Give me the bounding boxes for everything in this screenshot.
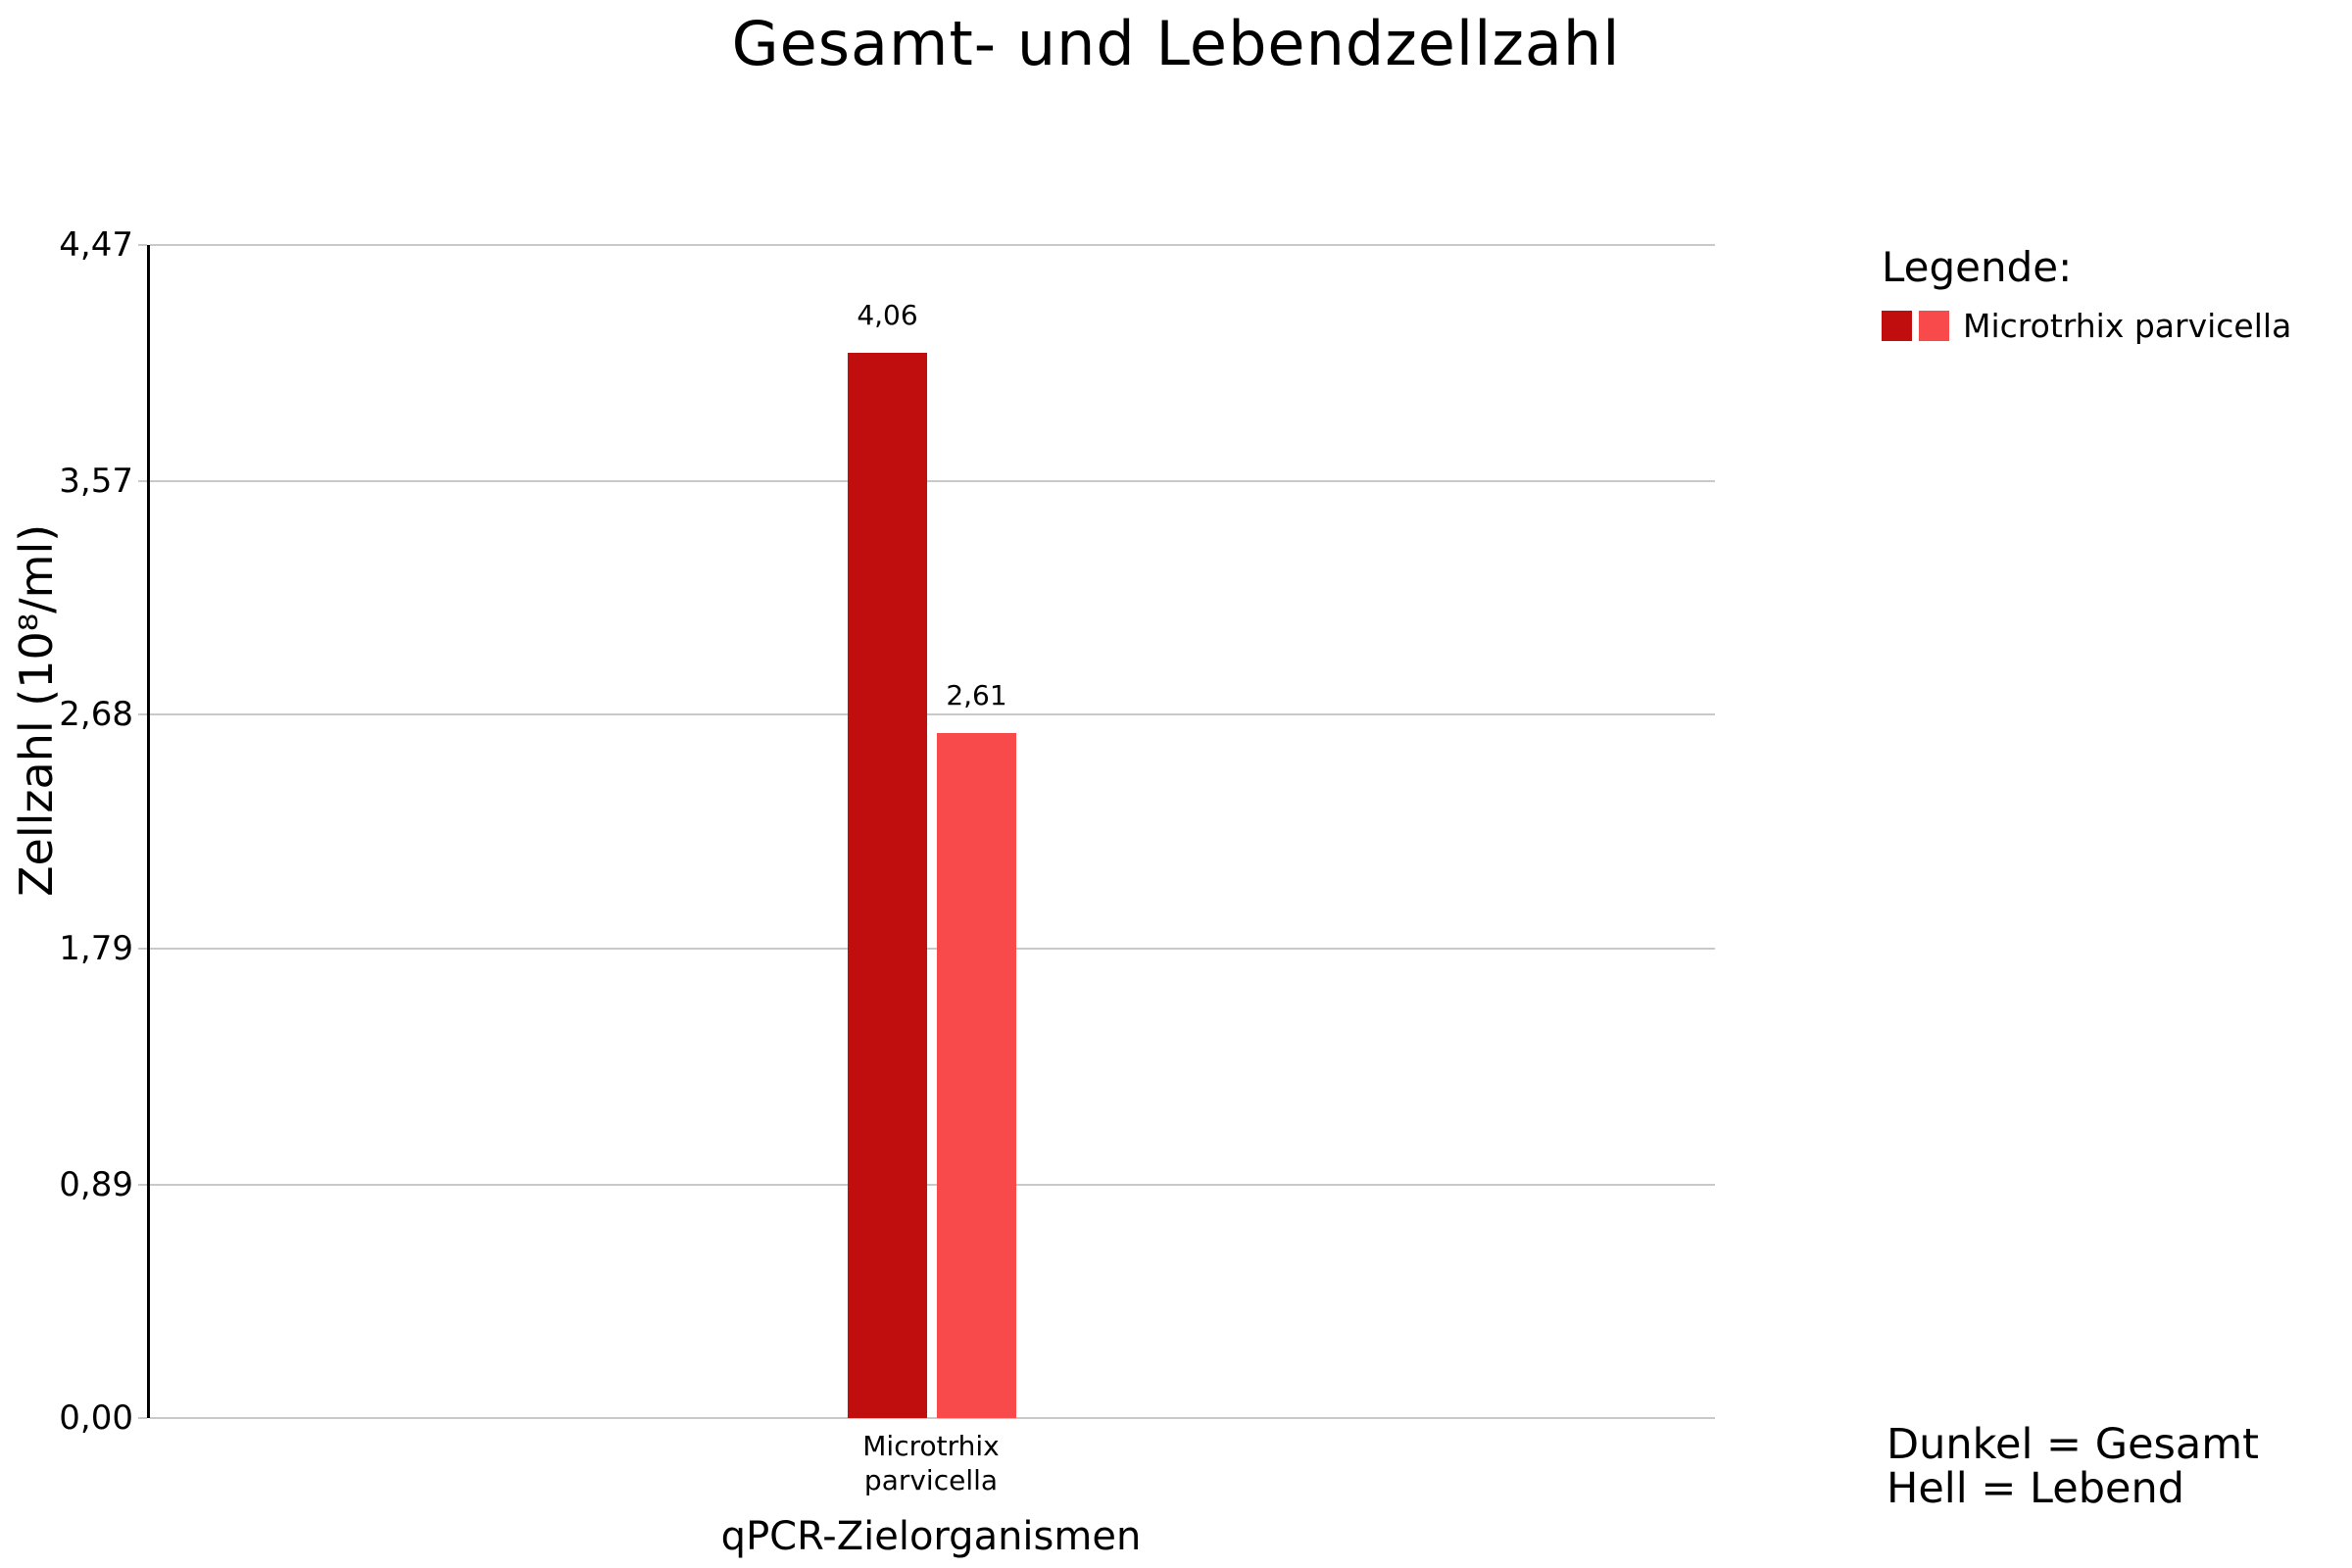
y-tick-mark <box>138 1183 147 1186</box>
bar-value-label: 2,61 <box>946 679 1007 712</box>
legend-item-label: Microtrhix parvicella <box>1963 307 2292 345</box>
y-tick-label: 4,47 <box>59 225 133 265</box>
y-tick-label: 1,79 <box>59 928 133 968</box>
legend-swatch-lebend <box>1919 311 1949 341</box>
gridline <box>150 713 1715 716</box>
y-tick-mark <box>138 244 147 246</box>
y-tick-label: 3,57 <box>59 462 133 501</box>
legend-swatch-gesamt <box>1882 311 1912 341</box>
bar-value-label: 4,06 <box>857 298 918 331</box>
bar-lebend <box>937 733 1016 1418</box>
y-tick-label: 0,00 <box>59 1398 133 1438</box>
x-tick-line2: parvicella <box>863 1464 999 1496</box>
legend-heading: Legende: <box>1882 243 2073 291</box>
color-key-light: Hell = Lebend <box>1886 1463 2185 1513</box>
legend-item: Microtrhix parvicella <box>1882 307 2342 345</box>
bar-column-lebend: 2,61 <box>937 245 1016 1418</box>
chart-title: Gesamt- und Lebendzellzahl <box>731 8 1621 79</box>
y-axis: 0,00 0,89 1,79 2,68 3,57 4,47 <box>0 225 147 1438</box>
bar-group: 4,06 2,61 <box>848 245 1016 1418</box>
x-tick-label: Microtrhix parvicella <box>735 1429 1127 1497</box>
color-key-note: Dunkel = Gesamt Hell = Lebend <box>1886 1423 2259 1510</box>
x-tick-line1: Microtrhix <box>862 1430 1000 1462</box>
gridline <box>150 1183 1715 1186</box>
bar-column-gesamt: 4,06 <box>848 245 927 1418</box>
plot-area: 4,06 2,61 <box>147 244 1715 1419</box>
y-tick-mark <box>138 947 147 950</box>
x-axis-label: qPCR-Zielorganismen <box>720 1514 1142 1559</box>
y-tick-label: 2,68 <box>59 695 133 735</box>
y-tick-mark <box>138 480 147 482</box>
legend: Legende: Microtrhix parvicella <box>1882 243 2342 345</box>
gridline <box>150 947 1715 950</box>
y-tick-mark <box>138 713 147 716</box>
gridline <box>150 244 1715 246</box>
color-key-dark: Dunkel = Gesamt <box>1886 1420 2260 1469</box>
gridline <box>150 480 1715 482</box>
y-tick-mark <box>138 1417 147 1419</box>
y-tick-label: 0,89 <box>59 1164 133 1204</box>
bar-gesamt <box>848 352 927 1418</box>
gridline <box>150 1417 1715 1419</box>
